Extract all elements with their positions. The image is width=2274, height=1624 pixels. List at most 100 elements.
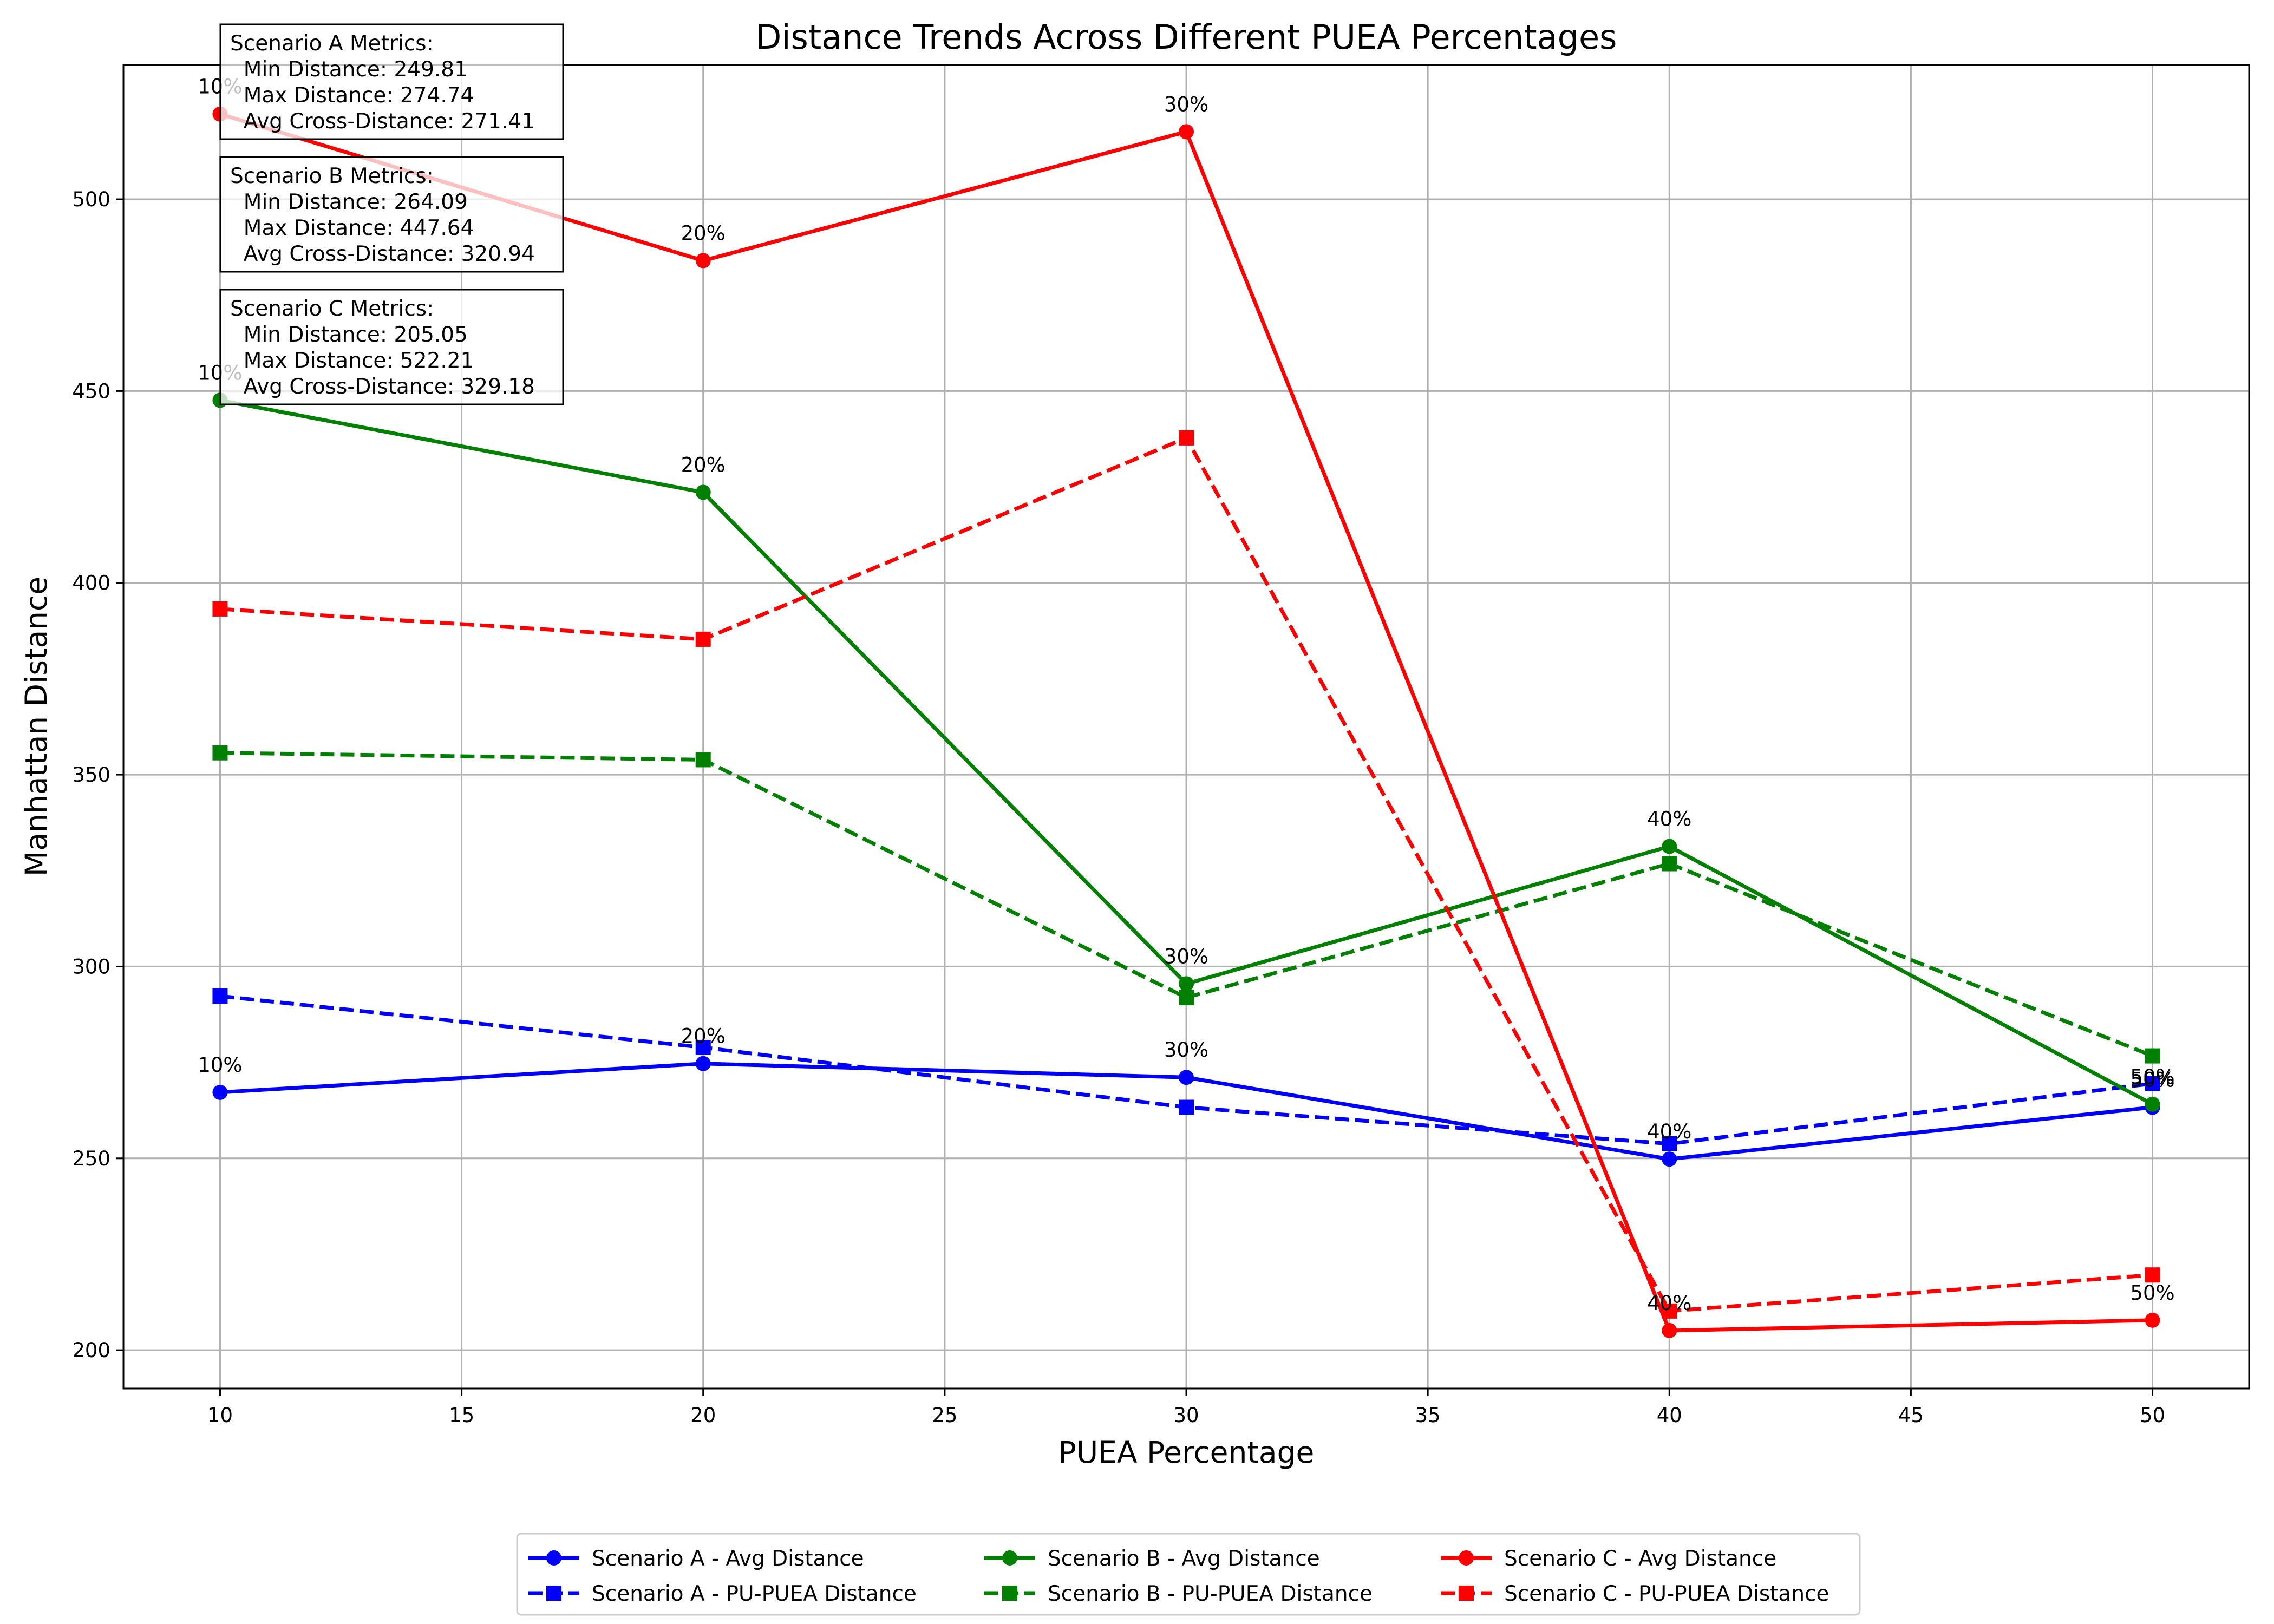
legend-entry: Scenario C - Avg Distance	[1441, 1547, 1776, 1571]
metric-box-line: Avg Cross-Distance: 320.94	[230, 242, 535, 266]
legend-label: Scenario B - Avg Distance	[1048, 1547, 1320, 1571]
x-tick-label: 20	[690, 1404, 716, 1427]
legend-entry: Scenario A - PU-PUEA Distance	[528, 1582, 917, 1606]
x-tick-label: 30	[1173, 1404, 1199, 1427]
data-point	[2145, 1076, 2160, 1091]
y-axis-label: Manhattan Distance	[19, 577, 54, 876]
series	[212, 392, 2160, 1112]
x-tick-label: 10	[207, 1404, 233, 1427]
point-annotation: 20%	[681, 221, 726, 245]
x-tick-label: 40	[1657, 1404, 1682, 1427]
data-point	[2145, 1048, 2160, 1064]
y-tick-label: 250	[72, 1147, 110, 1170]
point-annotation: 50%	[2130, 1281, 2174, 1305]
series	[212, 988, 2160, 1151]
data-point	[1002, 1586, 1017, 1601]
data-point	[695, 253, 711, 269]
metric-box-frame	[219, 156, 564, 273]
y-tick-label: 200	[72, 1339, 110, 1362]
legend-label: Scenario A - Avg Distance	[592, 1547, 864, 1571]
series-lines	[212, 106, 2160, 1338]
axis-ticks: 10 15 20 25 30 35 40 45 50 200 250 300 350 400 450 500	[72, 188, 2165, 1427]
legend-label: Scenario A - PU-PUEA Distance	[592, 1582, 917, 1606]
data-point	[1002, 1550, 1017, 1566]
data-point	[1179, 976, 1194, 992]
metric-box-line: Max Distance: 274.74	[230, 83, 474, 108]
legend: Scenario A - Avg Distance Scenario A - PU…	[516, 1533, 1861, 1616]
series	[212, 430, 2160, 1319]
metric-box-line: Max Distance: 447.64	[230, 216, 474, 240]
point-annotation: 30%	[1164, 93, 1208, 116]
data-point	[695, 484, 711, 500]
data-point	[1662, 1151, 1677, 1167]
metric-boxes: Scenario A Metrics: Min Distance: 249.81…	[219, 23, 564, 405]
data-point	[212, 1084, 228, 1100]
metric-box-line: Scenario A Metrics:	[230, 31, 434, 56]
data-point	[1662, 1136, 1677, 1151]
data-point	[212, 601, 228, 617]
point-annotation: 50%	[2130, 1065, 2174, 1089]
metric-box-line: Min Distance: 264.09	[230, 190, 468, 214]
point-annotation: 40%	[1647, 1120, 1691, 1143]
x-tick-label: 45	[1898, 1404, 1924, 1427]
x-tick-label: 50	[2140, 1404, 2165, 1427]
data-point	[2145, 1096, 2160, 1112]
chart-title: Distance Trends Across Different PUEA Pe…	[756, 17, 1617, 57]
x-tick-label: 25	[932, 1404, 957, 1427]
data-point	[695, 1039, 711, 1055]
x-tick-label: 15	[449, 1404, 474, 1427]
metric-box-line: Min Distance: 249.81	[230, 57, 468, 82]
data-point	[1179, 1099, 1194, 1115]
point-annotation: 10%	[198, 1053, 242, 1077]
plot-frame	[122, 64, 2250, 1390]
data-point	[1459, 1586, 1474, 1601]
metric-box-line: Avg Cross-Distance: 271.41	[230, 109, 535, 134]
y-tick-label: 300	[72, 955, 110, 978]
metric-box: Scenario B Metrics: Min Distance: 264.09…	[219, 156, 564, 273]
y-tick-label: 350	[72, 763, 110, 787]
point-annotation: 50%	[2130, 1069, 2174, 1092]
data-point	[2145, 1312, 2160, 1328]
series	[212, 1056, 2160, 1167]
data-point	[1179, 430, 1194, 446]
metric-box-frame	[219, 289, 564, 405]
data-point	[1662, 1303, 1677, 1319]
metric-box-line: Scenario C Metrics:	[230, 297, 434, 321]
point-annotation: 40%	[1647, 1292, 1691, 1315]
legend-label: Scenario C - PU-PUEA Distance	[1504, 1582, 1829, 1606]
data-point	[695, 752, 711, 768]
legend-entry: Scenario B - Avg Distance	[984, 1547, 1320, 1571]
data-point	[1662, 839, 1677, 854]
legend-label: Scenario C - Avg Distance	[1504, 1547, 1776, 1571]
metric-box-line: Min Distance: 205.05	[230, 323, 468, 347]
point-annotation: 40%	[1647, 808, 1691, 831]
legend-entry: Scenario B - PU-PUEA Distance	[984, 1582, 1373, 1606]
data-point	[1459, 1550, 1474, 1566]
point-annotation: 20%	[681, 1025, 726, 1048]
legend-label: Scenario B - PU-PUEA Distance	[1048, 1582, 1373, 1606]
metric-box-frame	[219, 23, 564, 140]
point-annotation: 30%	[1164, 945, 1208, 968]
data-point	[695, 631, 711, 647]
data-point	[1662, 1322, 1677, 1338]
data-point	[1179, 124, 1194, 140]
metric-box-line: Avg Cross-Distance: 329.18	[230, 375, 535, 399]
x-tick-label: 35	[1415, 1404, 1441, 1427]
point-annotation: 30%	[1164, 1038, 1208, 1062]
data-point	[212, 988, 228, 1004]
legend-entry: Scenario C - PU-PUEA Distance	[1441, 1582, 1829, 1606]
data-point	[695, 1056, 711, 1071]
metric-box: Scenario C Metrics: Min Distance: 205.05…	[219, 289, 564, 405]
data-point	[1179, 990, 1194, 1005]
metric-box-line: Max Distance: 522.21	[230, 349, 474, 373]
point-annotation: 20%	[681, 453, 726, 476]
grid	[123, 65, 2249, 1389]
y-tick-label: 450	[72, 379, 110, 403]
series-line	[220, 751, 2153, 1058]
x-axis-label: PUEA Percentage	[1058, 1435, 1315, 1470]
y-tick-label: 500	[72, 188, 110, 211]
data-point	[2145, 1267, 2160, 1283]
series	[212, 745, 2160, 1064]
data-point	[212, 745, 228, 761]
